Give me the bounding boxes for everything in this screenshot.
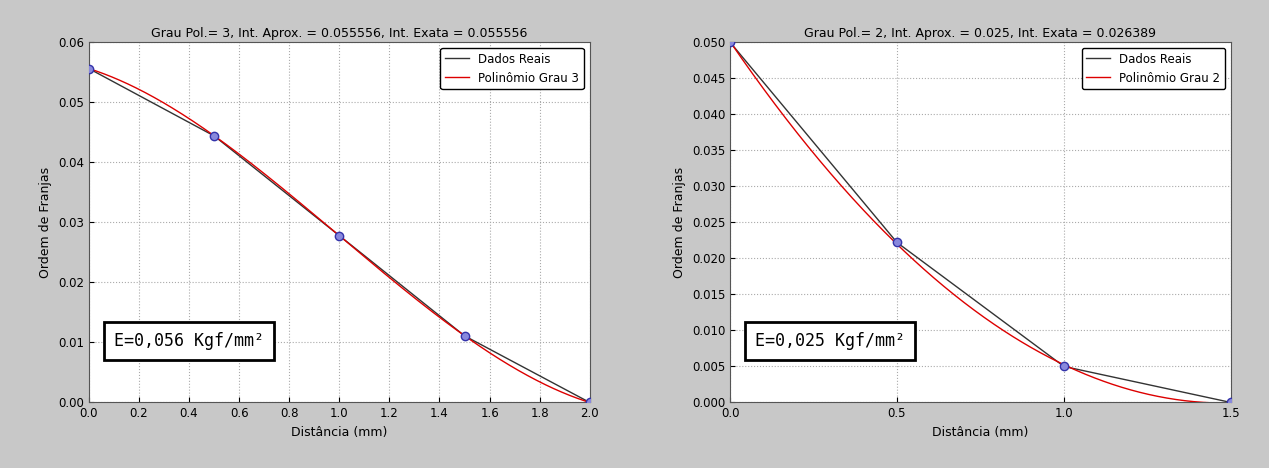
Text: E=0,056 Kgf/mm²: E=0,056 Kgf/mm²: [114, 332, 264, 350]
Polinômio Grau 2: [963, 305, 978, 311]
Polinômio Grau 2: [1133, 390, 1148, 395]
Y-axis label: Ordem de Franjas: Ordem de Franjas: [39, 167, 52, 278]
Line: Dados Reais: Dados Reais: [730, 42, 1231, 402]
Legend: Dados Reais, Polinômio Grau 3: Dados Reais, Polinômio Grau 3: [440, 48, 584, 89]
Polinômio Grau 3: [319, 222, 334, 228]
Dados Reais: [1212, 397, 1227, 402]
Dados Reais: [1223, 400, 1239, 405]
Dados Reais: [722, 39, 737, 45]
Line: Polinômio Grau 2: Polinômio Grau 2: [730, 42, 1231, 403]
Dados Reais: [961, 292, 976, 298]
Polinômio Grau 3: [353, 250, 368, 256]
Line: Dados Reais: Dados Reais: [89, 68, 590, 402]
Line: Polinômio Grau 3: Polinômio Grau 3: [89, 69, 590, 402]
Polinômio Grau 3: [322, 225, 338, 231]
Polinômio Grau 2: [994, 326, 1009, 332]
Polinômio Grau 2: [722, 39, 737, 44]
Polinômio Grau 3: [81, 66, 96, 72]
Polinômio Grau 3: [582, 400, 598, 405]
Legend: Dados Reais, Polinômio Grau 2: Dados Reais, Polinômio Grau 2: [1081, 48, 1225, 89]
Polinômio Grau 2: [961, 303, 976, 308]
Title: Grau Pol.= 2, Int. Aprox. = 0.025, Int. Exata = 0.026389: Grau Pol.= 2, Int. Aprox. = 0.025, Int. …: [805, 27, 1156, 40]
X-axis label: Distância (mm): Distância (mm): [291, 426, 387, 439]
Dados Reais: [1020, 337, 1036, 343]
Polinômio Grau 2: [1223, 400, 1239, 406]
Dados Reais: [81, 66, 96, 71]
Polinômio Grau 3: [379, 273, 395, 278]
Polinômio Grau 3: [570, 395, 585, 401]
Polinômio Grau 2: [1020, 343, 1036, 349]
Dados Reais: [322, 225, 338, 231]
X-axis label: Distância (mm): Distância (mm): [933, 426, 1029, 439]
Dados Reais: [379, 271, 395, 277]
Dados Reais: [963, 294, 978, 300]
Dados Reais: [994, 317, 1009, 322]
Dados Reais: [1133, 380, 1148, 386]
Polinômio Grau 2: [1212, 400, 1227, 406]
Polinômio Grau 2: [1217, 400, 1232, 406]
Y-axis label: Ordem de Franjas: Ordem de Franjas: [674, 167, 687, 278]
Dados Reais: [319, 223, 334, 228]
Dados Reais: [492, 351, 508, 357]
Text: E=0,025 Kgf/mm²: E=0,025 Kgf/mm²: [755, 332, 905, 350]
Dados Reais: [582, 400, 598, 405]
Polinômio Grau 3: [492, 356, 508, 362]
Dados Reais: [570, 393, 585, 399]
Dados Reais: [353, 249, 368, 255]
Title: Grau Pol.= 3, Int. Aprox. = 0.055556, Int. Exata = 0.055556: Grau Pol.= 3, Int. Aprox. = 0.055556, In…: [151, 27, 528, 40]
